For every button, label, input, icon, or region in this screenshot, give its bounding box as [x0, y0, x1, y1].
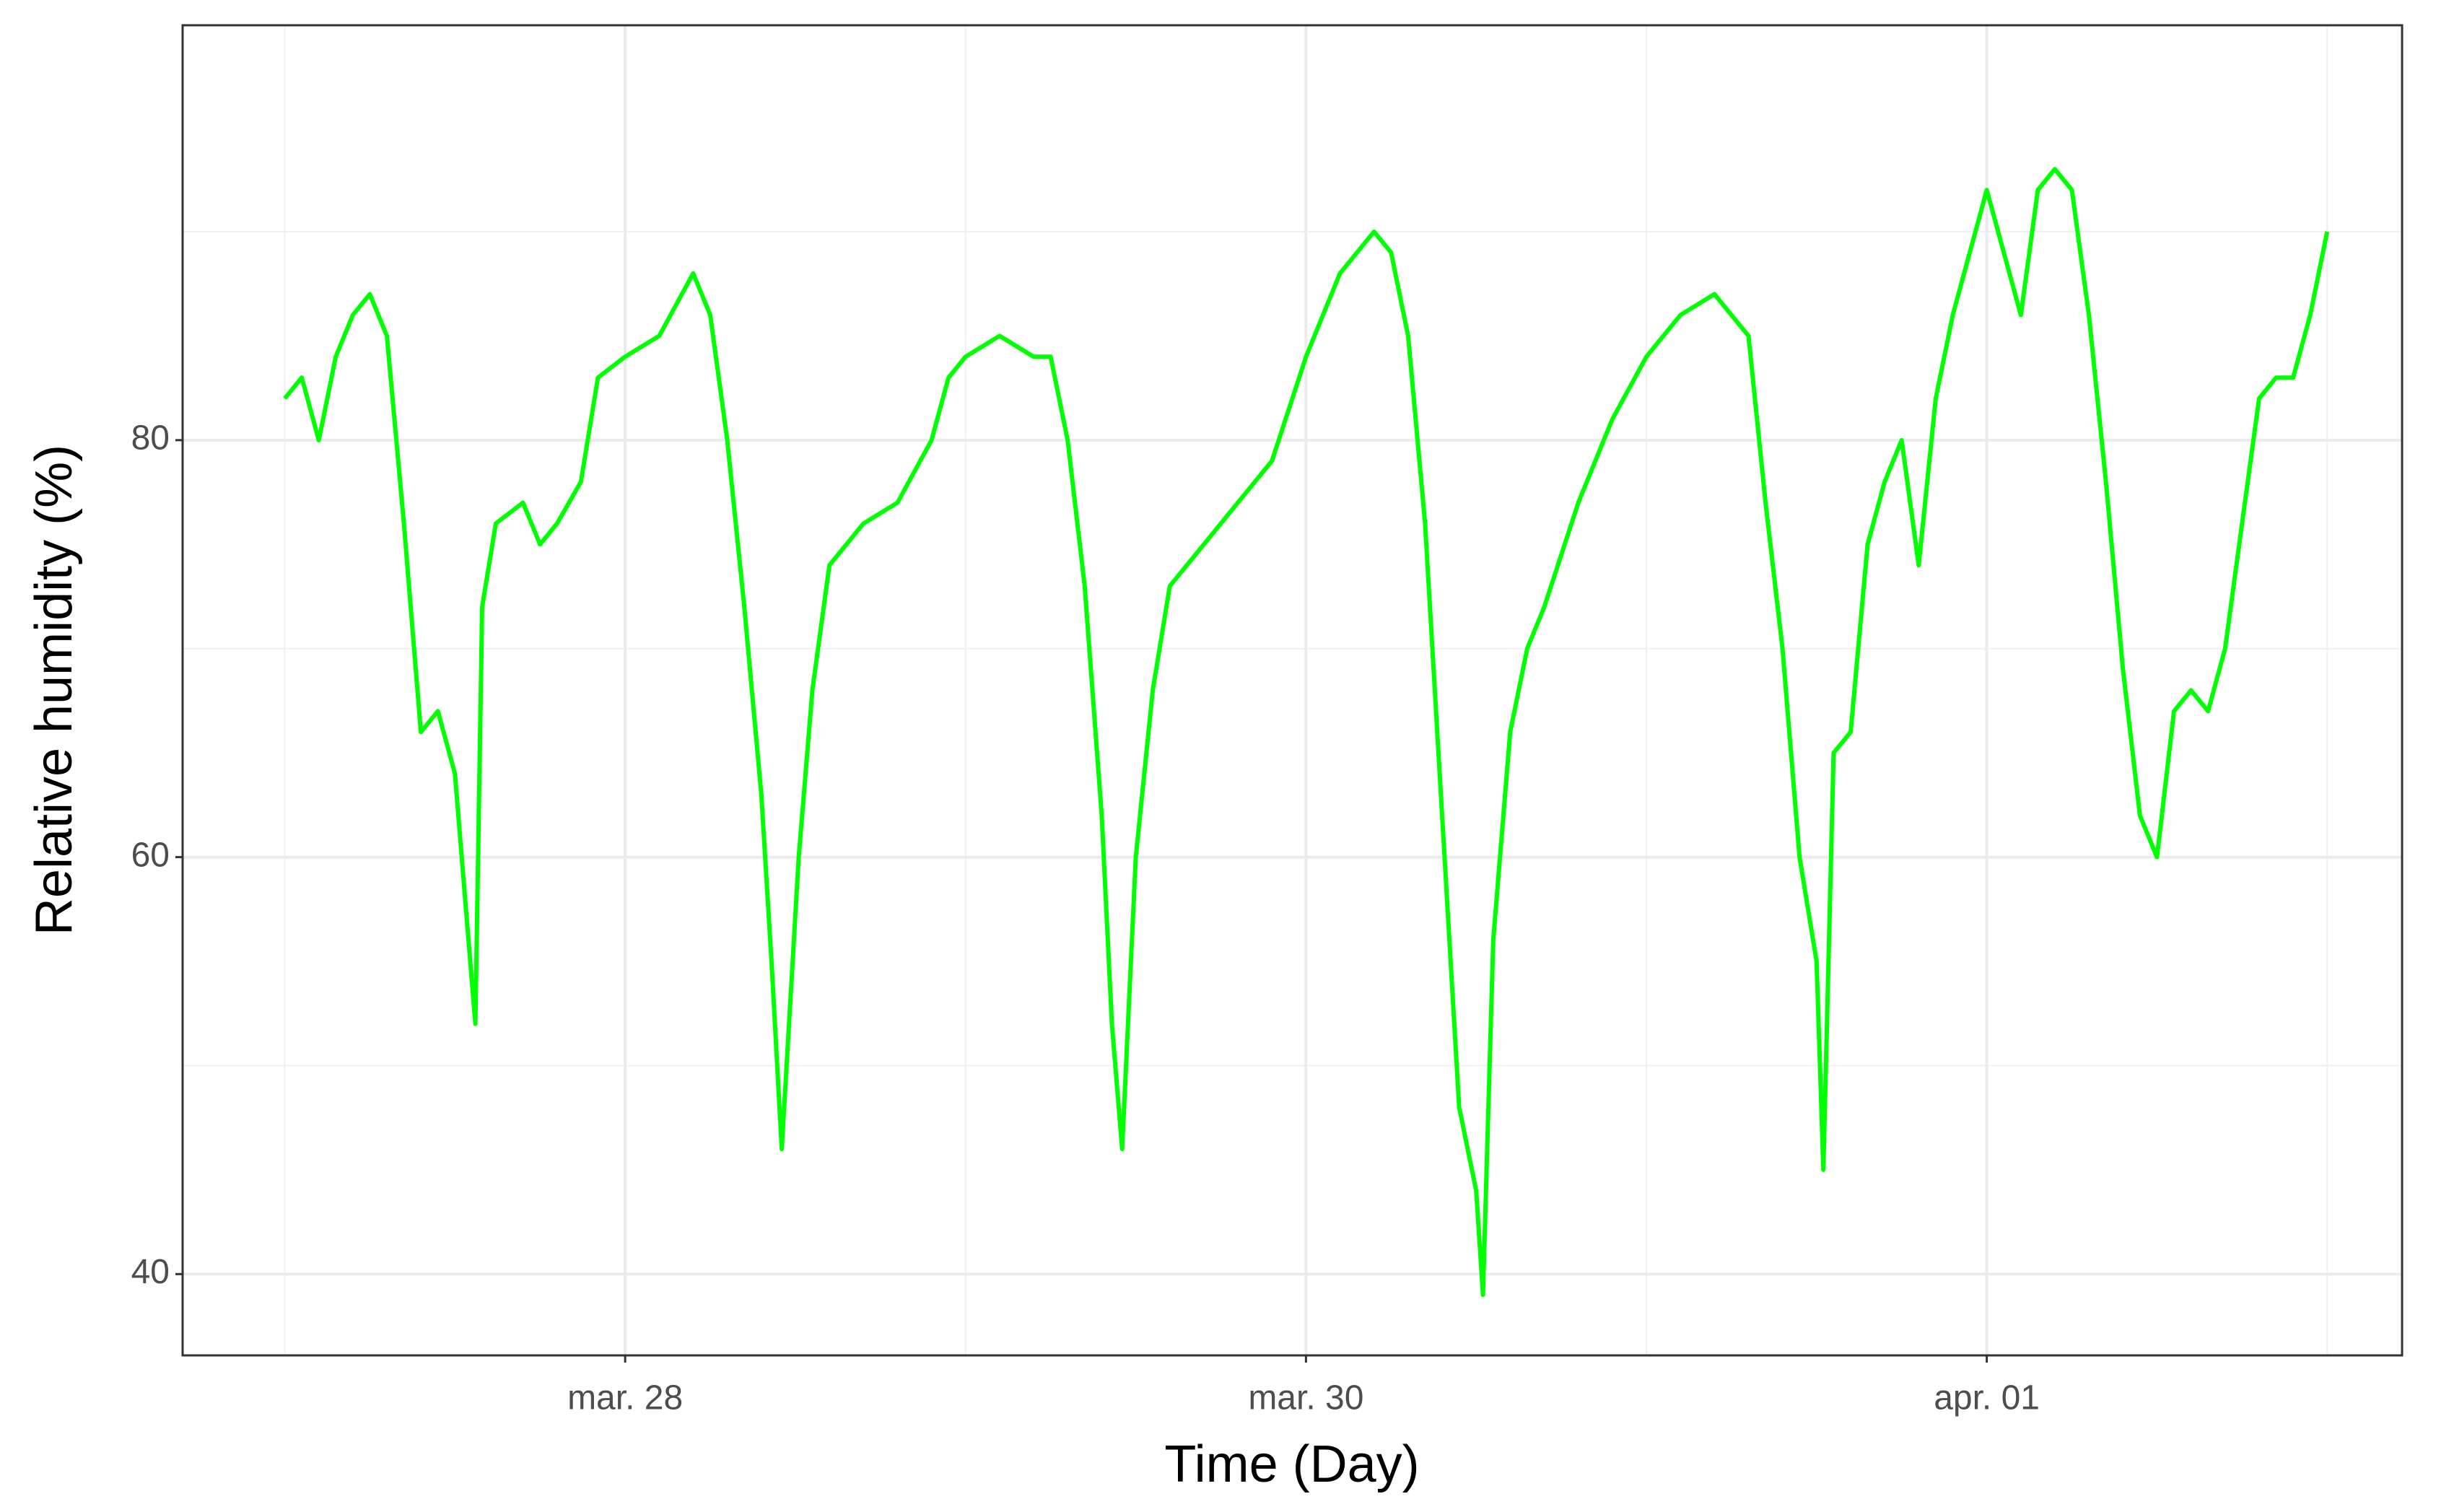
x-axis-title: Time (Day)	[1164, 1435, 1419, 1493]
plot-background	[183, 25, 2402, 1355]
x-tick-label: mar. 30	[1248, 1379, 1363, 1417]
y-tick-label: 80	[131, 419, 170, 458]
x-tick-label: apr. 01	[1934, 1379, 2040, 1417]
y-tick-label: 60	[131, 836, 170, 874]
y-tick-label: 40	[131, 1253, 170, 1291]
plot-border	[181, 24, 2404, 1357]
data-line	[283, 167, 2330, 1298]
y-axis-title: Relative humidity (%)	[25, 445, 83, 935]
x-tick-label: mar. 28	[567, 1379, 683, 1417]
